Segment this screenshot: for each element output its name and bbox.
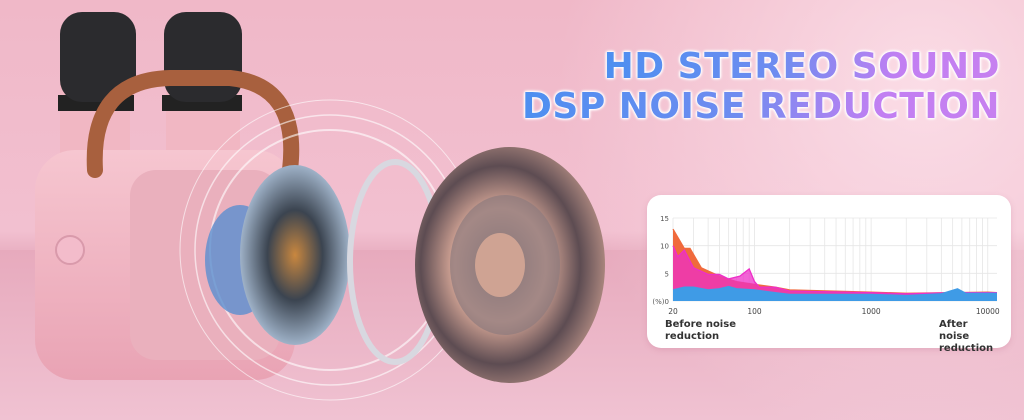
series-line-1 <box>672 245 997 295</box>
noise-chart: (%)0 5 10 15 20 100 1000 10000 <box>652 215 1000 316</box>
y-tick-label: (%)0 <box>652 298 669 306</box>
series-area-1 <box>673 245 997 301</box>
headline-line-1: HD STEREO SOUND <box>603 46 1000 87</box>
y-tick-label: 10 <box>660 243 669 251</box>
headline-line-2: DSP NOISE REDUCTION <box>522 86 1000 127</box>
x-tick-label: 10000 <box>976 307 1000 316</box>
noise-reduction-chart-card: (%)0 5 10 15 20 100 1000 10000 Before noise red… <box>647 195 1011 354</box>
x-tick-label: 1000 <box>862 307 881 316</box>
karaoke-speaker-image <box>35 12 605 383</box>
y-tick-label: 5 <box>665 270 669 278</box>
series-line-2 <box>672 285 997 297</box>
driver-frame <box>240 165 350 345</box>
x-tick-label: 20 <box>668 307 678 316</box>
x-tick-label: 100 <box>747 307 762 316</box>
caption-after: After noise reduction <box>939 319 994 354</box>
y-tick-label: 15 <box>660 215 669 223</box>
volume-knob <box>55 235 85 265</box>
caption-before: Before noise reduction <box>665 319 736 342</box>
